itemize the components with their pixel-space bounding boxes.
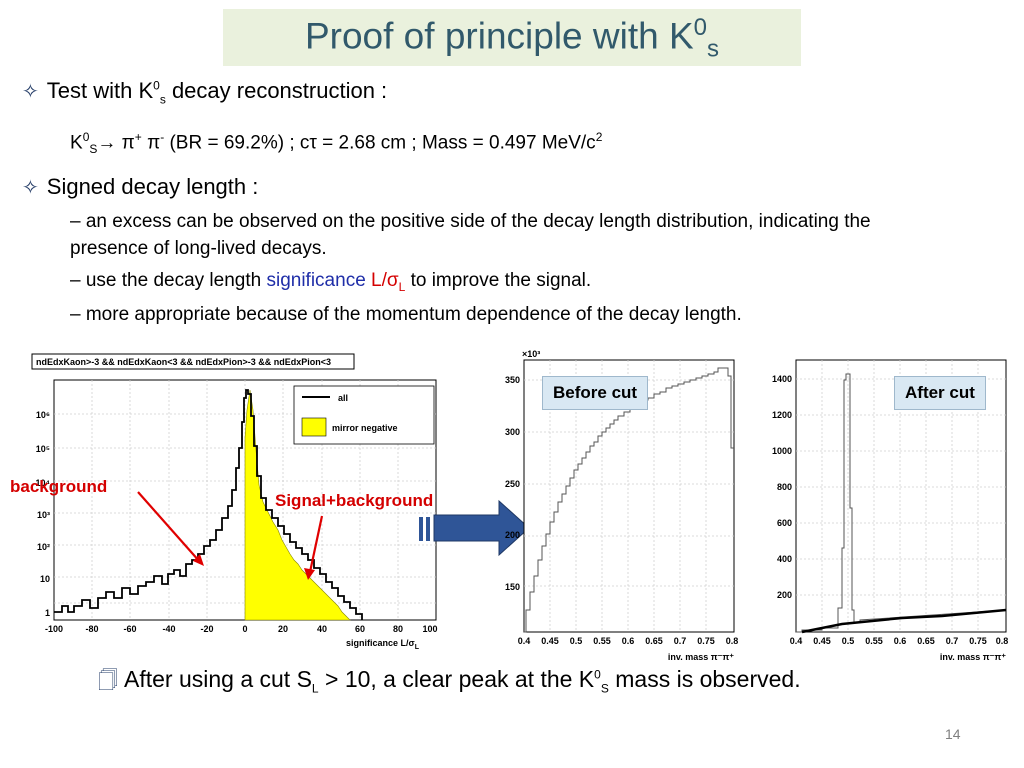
after-cut-label: After cut — [894, 376, 986, 410]
x-axis-label: significance L/σL — [346, 638, 420, 651]
right-arrow-icon — [419, 499, 530, 557]
document-icon: 🗍 — [98, 670, 118, 692]
svg-text:250: 250 — [505, 479, 520, 489]
slide-title: Proof of principle with K0s — [304, 14, 720, 63]
signal-background-annotation: Signal+background — [275, 491, 434, 510]
svg-text:0: 0 — [242, 624, 247, 634]
svg-text:10³: 10³ — [37, 510, 50, 520]
mass-axis-label: inv. mass π⁻π⁺ — [668, 652, 734, 662]
svg-text:0.5: 0.5 — [842, 636, 855, 646]
svg-text:0.7: 0.7 — [946, 636, 959, 646]
svg-text:0.7: 0.7 — [674, 636, 687, 646]
svg-text:-20: -20 — [200, 624, 213, 634]
all-curve — [54, 389, 363, 620]
bullet-signed-decay-length: ✧ Signed decay length : — [22, 174, 259, 199]
svg-text:0.75: 0.75 — [969, 636, 987, 646]
svg-text:350: 350 — [505, 375, 520, 385]
svg-text:0.65: 0.65 — [645, 636, 663, 646]
svg-text:10: 10 — [40, 574, 50, 584]
svg-text:0.6: 0.6 — [894, 636, 907, 646]
decay-formula: K0S→ π+ π- (BR = 69.2%) ; cτ = 2.68 cm ;… — [70, 130, 603, 157]
legend-all-label: all — [338, 393, 348, 403]
svg-text:800: 800 — [777, 482, 792, 492]
mass-axis-label: inv. mass π⁻π⁺ — [940, 652, 1006, 662]
scale-exponent: ×10³ — [522, 349, 540, 359]
svg-text:0.8: 0.8 — [996, 636, 1009, 646]
svg-text:0.55: 0.55 — [865, 636, 883, 646]
svg-text:0.5: 0.5 — [570, 636, 583, 646]
diamond-bullet-icon: ✧ — [22, 81, 39, 103]
svg-text:-80: -80 — [85, 624, 98, 634]
svg-text:0.55: 0.55 — [593, 636, 611, 646]
svg-text:100: 100 — [422, 624, 437, 634]
svg-text:600: 600 — [777, 518, 792, 528]
svg-text:400: 400 — [777, 554, 792, 564]
svg-text:0.45: 0.45 — [541, 636, 559, 646]
svg-text:1400: 1400 — [772, 374, 792, 384]
svg-text:-100: -100 — [45, 624, 63, 634]
svg-text:1: 1 — [45, 608, 50, 618]
svg-text:10⁴: 10⁴ — [36, 478, 50, 488]
svg-text:0.65: 0.65 — [917, 636, 935, 646]
svg-text:200: 200 — [505, 530, 520, 540]
sub-bullet-excess: – an excess can be observed on the posit… — [70, 211, 871, 259]
svg-text:300: 300 — [505, 427, 520, 437]
background-annotation: background — [10, 477, 108, 496]
sub-bullet-significance: – use the decay length significance L/σL… — [70, 270, 592, 294]
svg-text:80: 80 — [393, 624, 403, 634]
bullet-test-k0s: ✧ Test with K0s decay reconstruction : — [22, 78, 388, 107]
svg-text:10²: 10² — [37, 542, 50, 552]
svg-text:150: 150 — [505, 582, 520, 592]
mirror-negative-fill — [244, 389, 351, 621]
cut-title: ndEdxKaon>-3 && ndEdxKaon<3 && ndEdxPion… — [36, 357, 331, 367]
svg-text:10⁵: 10⁵ — [36, 444, 50, 454]
svg-text:0.4: 0.4 — [790, 636, 803, 646]
before-cut-curve — [524, 367, 734, 633]
svg-text:40: 40 — [317, 624, 327, 634]
svg-text:60: 60 — [355, 624, 365, 634]
before-cut-label: Before cut — [542, 376, 649, 410]
svg-text:0.6: 0.6 — [622, 636, 635, 646]
legend-mirror-swatch — [301, 417, 327, 437]
svg-text:200: 200 — [777, 590, 792, 600]
legend-mirror-label: mirror negative — [332, 423, 398, 433]
decay-length-histogram: ndEdxKaon>-3 && ndEdxKaon<3 && ndEdxPion… — [10, 350, 440, 655]
svg-text:0.75: 0.75 — [697, 636, 715, 646]
svg-text:10⁶: 10⁶ — [36, 410, 50, 420]
conclusion-line: 🗍 After using a cut SL > 10, a clear peak… — [98, 666, 801, 696]
sub-bullet-momentum: – more appropriate because of the moment… — [70, 304, 742, 325]
title-background — [223, 9, 801, 66]
diamond-bullet-icon: ✧ — [22, 177, 39, 199]
svg-text:-40: -40 — [162, 624, 175, 634]
svg-text:-60: -60 — [123, 624, 136, 634]
svg-text:1000: 1000 — [772, 446, 792, 456]
svg-text:1200: 1200 — [772, 410, 792, 420]
svg-text:0.8: 0.8 — [726, 636, 739, 646]
svg-text:0.4: 0.4 — [518, 636, 531, 646]
svg-text:0.45: 0.45 — [813, 636, 831, 646]
svg-text:20: 20 — [278, 624, 288, 634]
page-number: 14 — [945, 726, 961, 742]
